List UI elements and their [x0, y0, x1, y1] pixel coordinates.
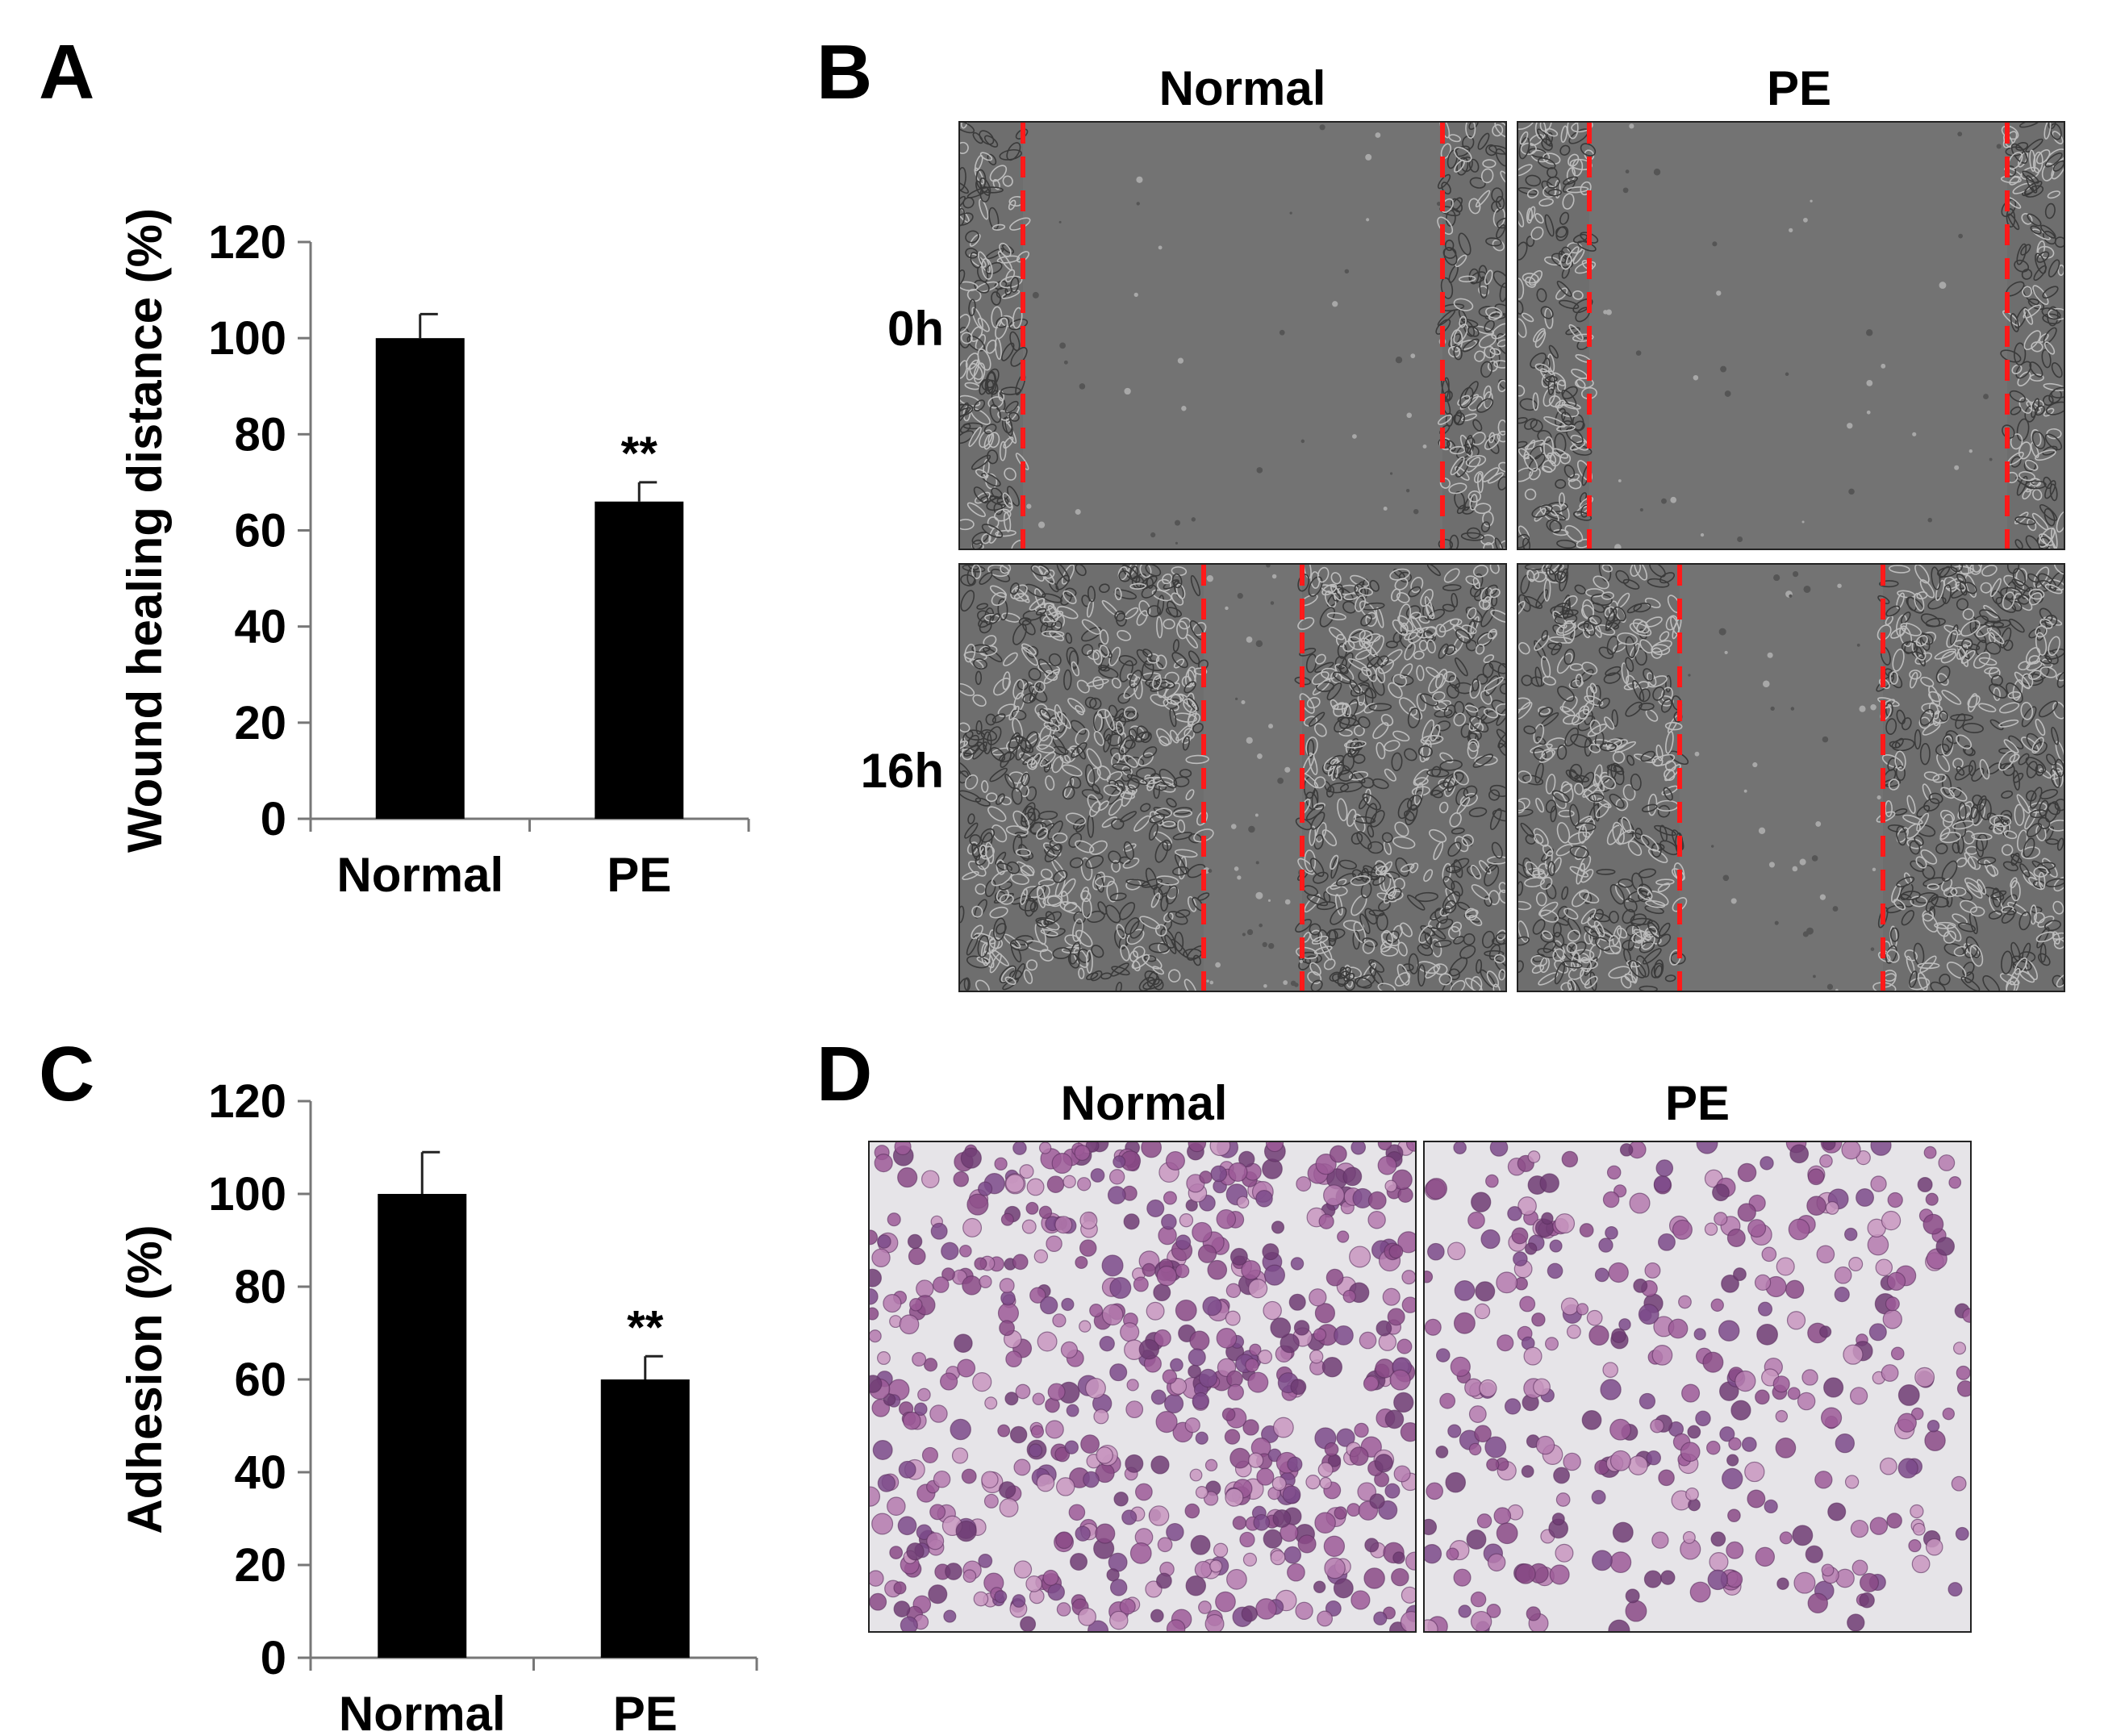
x-category-label: Normal — [336, 848, 503, 902]
y-axis-label: Wound healing distance (%) — [118, 208, 172, 853]
stained-cells-pe — [1423, 1141, 1972, 1633]
x-category-label: PE — [607, 848, 671, 902]
micrograph-pe-16h — [1517, 563, 2065, 992]
panel-letter-c: C — [39, 1031, 95, 1117]
adhesion-bar-chart: 0 20 40 60 80 100 120 Normal PE ** Adhesion (%) — [118, 1075, 758, 1736]
y-tick-label: 120 — [208, 1075, 286, 1128]
bar-pe — [595, 501, 684, 819]
y-tick-label: 60 — [234, 505, 286, 557]
micrograph-pe-0h — [1517, 121, 2065, 550]
panel-letter-a: A — [39, 29, 95, 115]
wound-healing-bar-chart: 0 20 40 60 80 100 120 Normal PE ** Wound healing d… — [118, 208, 750, 902]
y-tick-label: 0 — [261, 1632, 286, 1684]
panel-letter-b: B — [816, 29, 873, 115]
panel-d-col-label-normal: Normal — [1060, 1076, 1228, 1130]
significance-annotation: ** — [627, 1301, 664, 1354]
panel-b-col-label-pe: PE — [1766, 61, 1832, 115]
panel-b-col-label-normal: Normal — [1158, 61, 1326, 115]
y-tick-label: 80 — [234, 1261, 286, 1313]
panel-d-col-label-pe: PE — [1664, 1076, 1730, 1130]
y-tick-label: 100 — [208, 1168, 286, 1221]
y-tick-label: 60 — [234, 1354, 286, 1406]
y-tick-label: 0 — [261, 793, 286, 845]
y-tick-label: 100 — [208, 312, 286, 365]
y-tick-label: 120 — [208, 216, 286, 269]
x-category-label: PE — [613, 1687, 678, 1736]
panel-b-row-label-0h: 0h — [887, 302, 944, 356]
y-axis-label: Adhesion (%) — [118, 1225, 172, 1534]
y-tick-label: 20 — [234, 697, 286, 749]
y-tick-label: 80 — [234, 408, 286, 461]
micrograph-normal-0h — [958, 121, 1507, 550]
stained-cells-normal — [868, 1141, 1417, 1633]
panel-letter-d: D — [816, 1031, 873, 1117]
bar-normal — [378, 1194, 467, 1658]
bar-pe — [600, 1379, 690, 1658]
bar-normal — [375, 338, 465, 819]
significance-annotation: ** — [621, 428, 658, 480]
y-tick-label: 40 — [234, 1446, 286, 1499]
panel-b-row-label-16h: 16h — [860, 744, 944, 798]
y-tick-label: 40 — [234, 601, 286, 653]
x-category-label: Normal — [339, 1687, 506, 1736]
y-tick-label: 20 — [234, 1539, 286, 1592]
micrograph-normal-16h — [958, 563, 1507, 992]
